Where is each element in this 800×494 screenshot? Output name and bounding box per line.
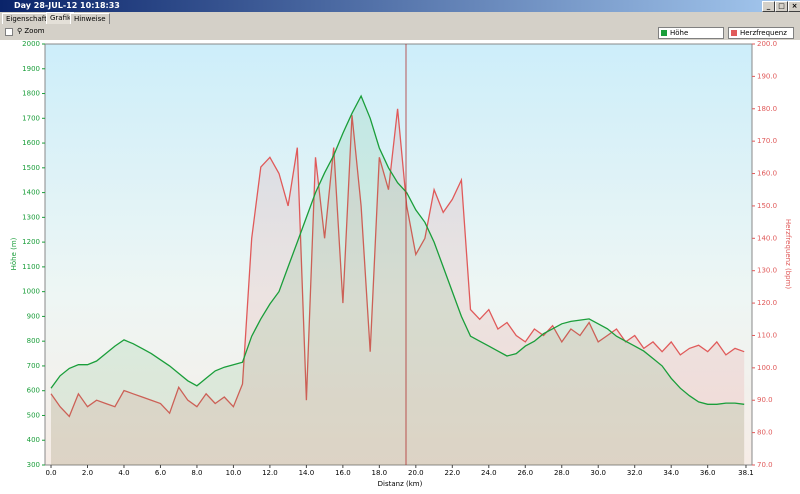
x-tick-label: 32.0 bbox=[627, 469, 643, 477]
zoom-label[interactable]: ⚲ Zoom bbox=[17, 27, 45, 35]
y2-tick-label: 200.0 bbox=[757, 40, 777, 48]
window-title: Day 28-JUL-12 10:18:33 bbox=[14, 1, 120, 10]
x-tick-label: 0.0 bbox=[45, 469, 56, 477]
y2-tick-label: 190.0 bbox=[757, 72, 777, 80]
x-axis-title: Distanz (km) bbox=[378, 480, 423, 488]
close-button[interactable]: × bbox=[788, 1, 800, 12]
y-tick-label: 1900 bbox=[22, 65, 40, 73]
series-dropdown[interactable]: Höhe bbox=[658, 27, 724, 39]
x-tick-label: 34.0 bbox=[663, 469, 679, 477]
y-tick-label: 1500 bbox=[22, 164, 40, 172]
y2-tick-label: 150.0 bbox=[757, 202, 777, 210]
toolbar: ⚲ Zoom Höhe Herzfrequenz bbox=[0, 24, 800, 40]
y-tick-label: 2000 bbox=[22, 40, 40, 48]
y2-tick-label: 70.0 bbox=[757, 461, 773, 469]
x-tick-label: 26.0 bbox=[517, 469, 533, 477]
x-tick-label: 12.0 bbox=[262, 469, 278, 477]
series-dropdown[interactable]: Herzfrequenz bbox=[728, 27, 794, 39]
x-tick-label: 28.0 bbox=[554, 469, 570, 477]
legend-entry: Herzfrequenz bbox=[740, 29, 787, 37]
y-tick-label: 800 bbox=[27, 337, 40, 345]
y-tick-label: 300 bbox=[27, 461, 40, 469]
y-tick-label: 400 bbox=[27, 436, 40, 444]
x-tick-label: 22.0 bbox=[445, 469, 461, 477]
y2-tick-label: 180.0 bbox=[757, 105, 777, 113]
y-tick-label: 500 bbox=[27, 411, 40, 419]
y-axis-title: Höhe (m) bbox=[10, 237, 18, 270]
x-tick-label: 18.0 bbox=[372, 469, 388, 477]
chart: Distanz (km) Höhe (m) Herzfrequenz (bpm)… bbox=[0, 40, 800, 494]
y2-tick-label: 160.0 bbox=[757, 170, 777, 178]
y2-tick-label: 100.0 bbox=[757, 364, 777, 372]
line bbox=[50, 94, 745, 405]
y-tick-label: 1600 bbox=[22, 139, 40, 147]
y-tick-label: 1400 bbox=[22, 189, 40, 197]
x-tick-label: 14.0 bbox=[299, 469, 315, 477]
y2-tick-label: 80.0 bbox=[757, 429, 773, 437]
x-tick-label: 20.0 bbox=[408, 469, 424, 477]
x-tick-label: 30.0 bbox=[590, 469, 606, 477]
line bbox=[50, 108, 745, 418]
y-tick-label: 1100 bbox=[22, 263, 40, 271]
y-tick-label: 600 bbox=[27, 387, 40, 395]
y-tick-label: 1000 bbox=[22, 288, 40, 296]
y-tick-label: 1800 bbox=[22, 90, 40, 98]
y-tick-label: 1200 bbox=[22, 238, 40, 246]
area bbox=[51, 96, 745, 465]
area bbox=[51, 108, 745, 466]
title-bar: Day 28-JUL-12 10:18:33 _ □ × bbox=[0, 0, 800, 12]
y2-tick-label: 140.0 bbox=[757, 234, 777, 242]
y2-axis-title: Herzfrequenz (bpm) bbox=[784, 219, 792, 290]
y2-tick-label: 170.0 bbox=[757, 137, 777, 145]
x-tick-label: 38.1 bbox=[738, 469, 754, 477]
x-tick-label: 8.0 bbox=[191, 469, 202, 477]
x-tick-label: 2.0 bbox=[82, 469, 93, 477]
y-tick-label: 1300 bbox=[22, 213, 40, 221]
x-tick-label: 24.0 bbox=[481, 469, 497, 477]
y2-tick-label: 130.0 bbox=[757, 267, 777, 275]
x-tick-label: 4.0 bbox=[118, 469, 129, 477]
legend-entry: Höhe bbox=[670, 29, 689, 37]
x-tick-label: 16.0 bbox=[335, 469, 351, 477]
x-tick-label: 6.0 bbox=[155, 469, 166, 477]
zoom-text: Zoom bbox=[24, 27, 45, 35]
y-tick-label: 900 bbox=[27, 312, 40, 320]
y-tick-label: 1700 bbox=[22, 114, 40, 122]
y-tick-label: 700 bbox=[27, 362, 40, 370]
x-tick-label: 10.0 bbox=[226, 469, 242, 477]
minimize-button[interactable]: _ bbox=[762, 1, 775, 12]
maximize-button[interactable]: □ bbox=[775, 1, 788, 12]
plot-area bbox=[44, 43, 753, 466]
y2-tick-label: 90.0 bbox=[757, 396, 773, 404]
x-tick-label: 36.0 bbox=[700, 469, 716, 477]
y2-tick-label: 110.0 bbox=[757, 331, 777, 339]
zoom-checkbox[interactable] bbox=[5, 28, 13, 36]
y2-tick-label: 120.0 bbox=[757, 299, 777, 307]
tab[interactable]: Hinweise bbox=[70, 13, 110, 24]
